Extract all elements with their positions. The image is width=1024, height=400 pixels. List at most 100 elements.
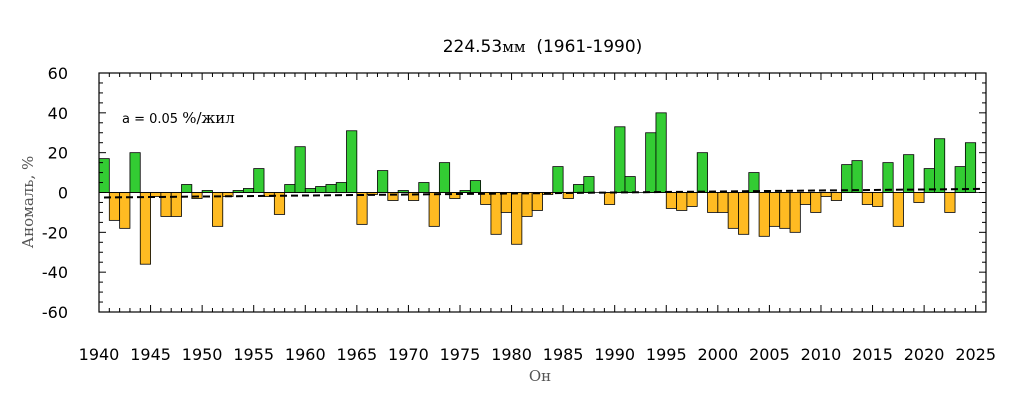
bar-1945 (150, 192, 162, 197)
y-tick-20: 20 (48, 144, 68, 163)
bar-2001 (727, 192, 739, 229)
bar-1964 (346, 130, 358, 193)
bar-1960 (304, 188, 316, 193)
bar-1954 (242, 188, 255, 193)
bar-2013 (851, 160, 863, 193)
bar-1987 (583, 176, 595, 193)
x-tick-2025: 2025 (955, 345, 996, 364)
trend-line (103, 187, 981, 199)
bar-1990 (614, 126, 626, 193)
x-tick-2020: 2020 (904, 345, 945, 364)
bar-1980 (511, 192, 523, 245)
bar-2024 (964, 142, 977, 193)
title-unit: мм (502, 38, 526, 56)
x-tick-2010: 2010 (801, 345, 842, 364)
bar-1999 (707, 192, 719, 213)
x-tick-2015: 2015 (852, 345, 893, 364)
bar-2000 (717, 192, 729, 213)
bar-1958 (284, 184, 296, 193)
annotation-prefix: a = 0.05 (122, 112, 182, 127)
bar-2014 (861, 192, 873, 205)
bar-2006 (779, 192, 791, 229)
bar-2018 (903, 154, 915, 193)
bar-2022 (944, 192, 956, 213)
bar-2007 (789, 192, 801, 233)
x-tick-1940: 1940 (79, 345, 120, 364)
bar-1976 (469, 180, 482, 193)
bar-2011 (830, 192, 842, 201)
bar-1951 (212, 192, 224, 227)
x-tick-2000: 2000 (697, 345, 738, 364)
title-period: (1961-1990) (536, 37, 643, 57)
x-tick-1945: 1945 (130, 345, 171, 364)
x-tick-1995: 1995 (646, 345, 687, 364)
y-tick-labels: -60 -40 -20 0 20 40 60 (42, 64, 68, 322)
bar-1967 (377, 170, 389, 193)
bar-2009 (810, 192, 822, 213)
y-tick--20: -20 (42, 223, 68, 242)
bar-2008 (799, 192, 812, 205)
bar-2017 (892, 192, 904, 227)
chart-title: 224.53мм (1961-1990) (0, 37, 1024, 57)
x-tick-1965: 1965 (336, 345, 377, 364)
bar-2003 (748, 172, 760, 193)
bar-1978 (490, 192, 502, 235)
bar-2002 (738, 192, 750, 235)
bar-1989 (603, 192, 616, 205)
bar-1943 (129, 152, 141, 193)
bar-1961 (315, 186, 327, 193)
bar-1991 (624, 176, 636, 193)
x-tick-1990: 1990 (594, 345, 635, 364)
bar-1986 (573, 184, 585, 193)
bar-2019 (913, 192, 925, 203)
title-value: 224.53 (442, 37, 503, 57)
bar-2004 (758, 192, 770, 237)
bar-1998 (696, 152, 708, 193)
axis-ticks (98, 72, 987, 313)
x-tick-labels: 1940 1945 1950 1955 1960 1965 1970 1975 1980 1985… (79, 345, 996, 364)
bar-2021 (934, 138, 946, 193)
bar-1944 (139, 192, 151, 265)
x-tick-1985: 1985 (543, 345, 584, 364)
x-tick-2005: 2005 (749, 345, 790, 364)
bar-1973 (438, 162, 451, 193)
bar-1997 (686, 192, 698, 207)
bar-2010 (820, 192, 832, 197)
bar-1971 (418, 182, 430, 193)
annotation-unit: %/жил (182, 109, 235, 127)
y-tick--60: -60 (42, 303, 68, 322)
x-tick-1960: 1960 (285, 345, 326, 364)
x-tick-1975: 1975 (440, 345, 481, 364)
bar-1982 (531, 192, 543, 211)
bar-1965 (356, 192, 368, 225)
bar-1955 (253, 168, 265, 193)
x-tick-1950: 1950 (182, 345, 223, 364)
bar-1993 (645, 132, 657, 193)
bar-1940 (98, 158, 110, 193)
bar-1981 (521, 192, 533, 217)
bar-1963 (335, 182, 347, 193)
y-tick-60: 60 (48, 64, 68, 83)
bar-1962 (325, 184, 337, 193)
bar-1972 (428, 192, 440, 227)
trend-annotation: a = 0.05 %/жил (122, 109, 235, 127)
bar-1994 (655, 112, 667, 193)
bar-1984 (552, 166, 564, 193)
bar-1995 (665, 192, 677, 209)
x-axis-label: Он (529, 367, 551, 385)
y-axis-label: Аномаль, % (19, 156, 37, 248)
bars-group (98, 112, 977, 265)
y-tick-40: 40 (48, 104, 68, 123)
bar-2016 (882, 162, 894, 193)
x-tick-1980: 1980 (491, 345, 532, 364)
bar-2015 (872, 192, 884, 207)
bar-1959 (294, 146, 306, 193)
y-tick-0: 0 (58, 184, 68, 203)
x-tick-1955: 1955 (233, 345, 274, 364)
bar-2012 (841, 164, 853, 193)
plot-frame (98, 72, 987, 313)
bar-1948 (181, 184, 193, 193)
bar-1996 (676, 192, 688, 211)
x-tick-1970: 1970 (388, 345, 429, 364)
